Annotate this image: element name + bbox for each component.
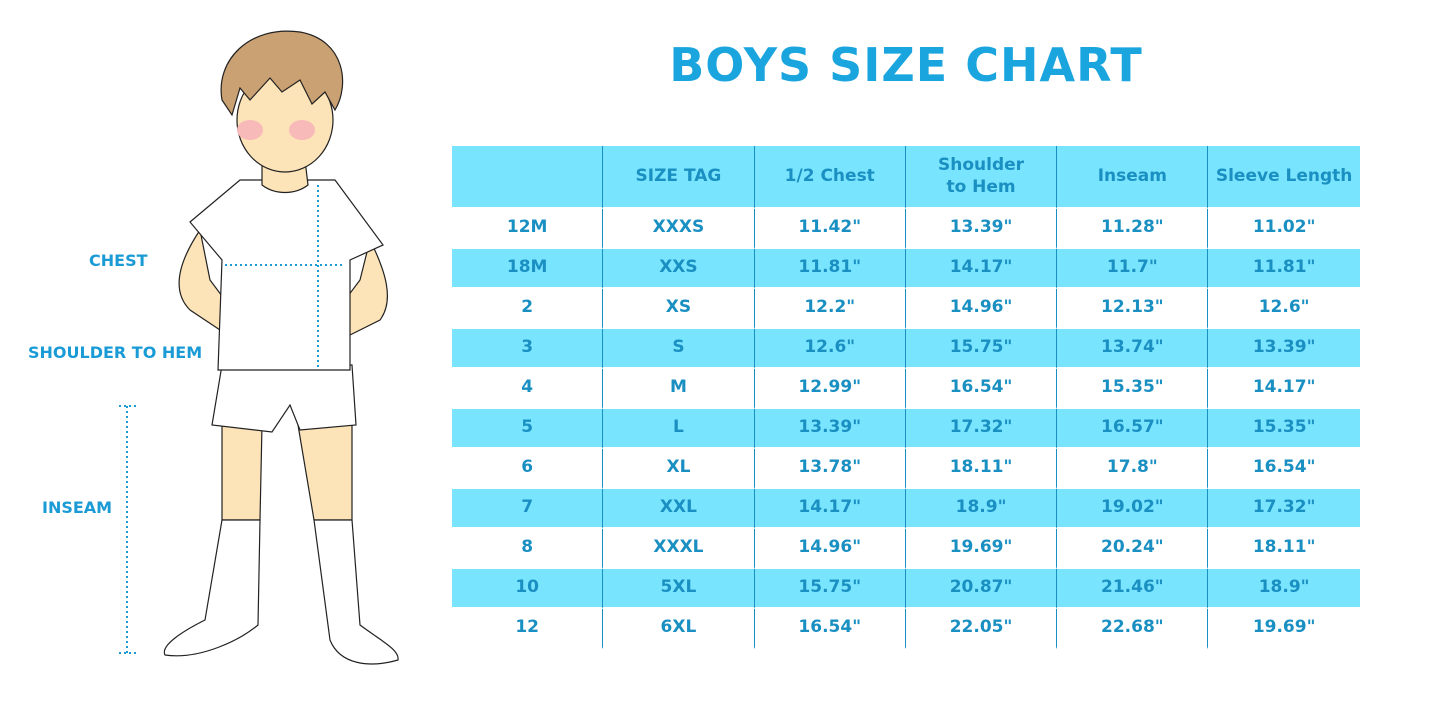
table-cell: 21.46"	[1057, 569, 1209, 609]
table-cell: 19.69"	[1208, 609, 1360, 649]
table-row: 7 XXL 14.17" 18.9" 19.02" 17.32"	[452, 489, 1360, 529]
column-header: Inseam	[1057, 146, 1209, 209]
table-cell: 11.02"	[1208, 209, 1360, 249]
table-cell: 16.54"	[1208, 449, 1360, 489]
table-cell: 14.17"	[905, 249, 1058, 289]
table-cell: 15.75"	[754, 569, 906, 609]
column-header	[452, 146, 604, 209]
table-cell: 5	[452, 409, 604, 449]
table-cell: 10	[452, 569, 604, 609]
table-cell: 14.17"	[1208, 369, 1360, 409]
table-row: 6 XL 13.78" 18.11" 17.8" 16.54"	[452, 449, 1360, 489]
table-cell: 14.96"	[905, 289, 1058, 329]
table-cell: 11.81"	[1208, 249, 1360, 289]
table-row: 10 5XL 15.75" 20.87" 21.46" 18.9"	[452, 569, 1360, 609]
table-cell: S	[603, 329, 755, 369]
table-row: 8 XXXL 14.96" 19.69" 20.24" 18.11"	[452, 529, 1360, 569]
table-cell: 16.54"	[905, 369, 1058, 409]
table-cell: 2	[452, 289, 604, 329]
table-cell: 14.96"	[754, 529, 906, 569]
table-cell: XXXS	[603, 209, 755, 249]
table-cell: 3	[452, 329, 604, 369]
table-cell: 16.57"	[1057, 409, 1209, 449]
table-cell: 11.28"	[1057, 209, 1209, 249]
table-cell: 12.99"	[754, 369, 906, 409]
table-cell: 16.54"	[754, 609, 906, 649]
table-cell: 14.17"	[754, 489, 906, 529]
column-header: SIZE TAG	[603, 146, 755, 209]
table-cell: 15.35"	[1208, 409, 1360, 449]
table-row: 5 L 13.39" 17.32" 16.57" 15.35"	[452, 409, 1360, 449]
table-cell: 8	[452, 529, 604, 569]
table-cell: 15.35"	[1057, 369, 1209, 409]
shoulder-to-hem-label: SHOULDER TO HEM	[28, 343, 203, 362]
table-row: 4 M 12.99" 16.54" 15.35" 14.17"	[452, 369, 1360, 409]
table-row: 2 XS 12.2" 14.96" 12.13" 12.6"	[452, 289, 1360, 329]
table-cell: 12.6"	[1208, 289, 1360, 329]
table-cell: 12M	[452, 209, 604, 249]
table-header-row: SIZE TAG 1/2 Chest Shoulder to Hem Inseam Sl…	[452, 146, 1360, 209]
table-cell: XXS	[603, 249, 755, 289]
table-cell: 12	[452, 609, 604, 649]
table-cell: 19.02"	[1057, 489, 1209, 529]
table-cell: 7	[452, 489, 604, 529]
table-row: 12 6XL 16.54" 22.05" 22.68" 19.69"	[452, 609, 1360, 649]
table-cell: XS	[603, 289, 755, 329]
table-row: 12M XXXS 11.42" 13.39" 11.28" 11.02"	[452, 209, 1360, 249]
table-cell: 19.69"	[905, 529, 1058, 569]
table-cell: 6	[452, 449, 604, 489]
table-cell: 13.39"	[754, 409, 906, 449]
table-cell: 12.13"	[1057, 289, 1209, 329]
table-row: 3 S 12.6" 15.75" 13.74" 13.39"	[452, 329, 1360, 369]
column-header: Shoulder to Hem	[905, 146, 1058, 209]
table-cell: 20.24"	[1057, 529, 1209, 569]
inseam-label: INSEAM	[42, 498, 113, 517]
table-cell: XXL	[603, 489, 755, 529]
column-header: Sleeve Length	[1208, 146, 1360, 209]
table-cell: 11.81"	[754, 249, 906, 289]
boy-illustration	[119, 30, 399, 665]
table-cell: 20.87"	[905, 569, 1058, 609]
table-cell: 18.11"	[1208, 529, 1360, 569]
table-cell: 11.42"	[754, 209, 906, 249]
column-header: 1/2 Chest	[754, 146, 906, 209]
page-title: BOYS SIZE CHART	[669, 38, 1143, 92]
table-cell: 18.11"	[905, 449, 1058, 489]
table-cell: 5XL	[603, 569, 755, 609]
table-cell: 13.39"	[905, 209, 1058, 249]
table-cell: 13.74"	[1057, 329, 1209, 369]
table-cell: 12.2"	[754, 289, 906, 329]
table-cell: 13.39"	[1208, 329, 1360, 369]
table-cell: 15.75"	[905, 329, 1058, 369]
table-row: 18M XXS 11.81" 14.17" 11.7" 11.81"	[452, 249, 1360, 289]
table-cell: XXXL	[603, 529, 755, 569]
table-cell: 22.05"	[905, 609, 1058, 649]
table-cell: 18.9"	[1208, 569, 1360, 609]
table-cell: 13.78"	[754, 449, 906, 489]
table-cell: L	[603, 409, 755, 449]
table-cell: 4	[452, 369, 604, 409]
table-cell: 18M	[452, 249, 604, 289]
table-cell: XL	[603, 449, 755, 489]
table-cell: 17.32"	[905, 409, 1058, 449]
table-cell: 12.6"	[754, 329, 906, 369]
size-table: SIZE TAG 1/2 Chest Shoulder to Hem Inseam Sl…	[452, 146, 1360, 649]
table-cell: 17.32"	[1208, 489, 1360, 529]
table-cell: 17.8"	[1057, 449, 1209, 489]
table-cell: M	[603, 369, 755, 409]
table-cell: 22.68"	[1057, 609, 1209, 649]
table-cell: 18.9"	[905, 489, 1058, 529]
table-cell: 6XL	[603, 609, 755, 649]
chest-label: CHEST	[89, 251, 148, 270]
table-cell: 11.7"	[1057, 249, 1209, 289]
